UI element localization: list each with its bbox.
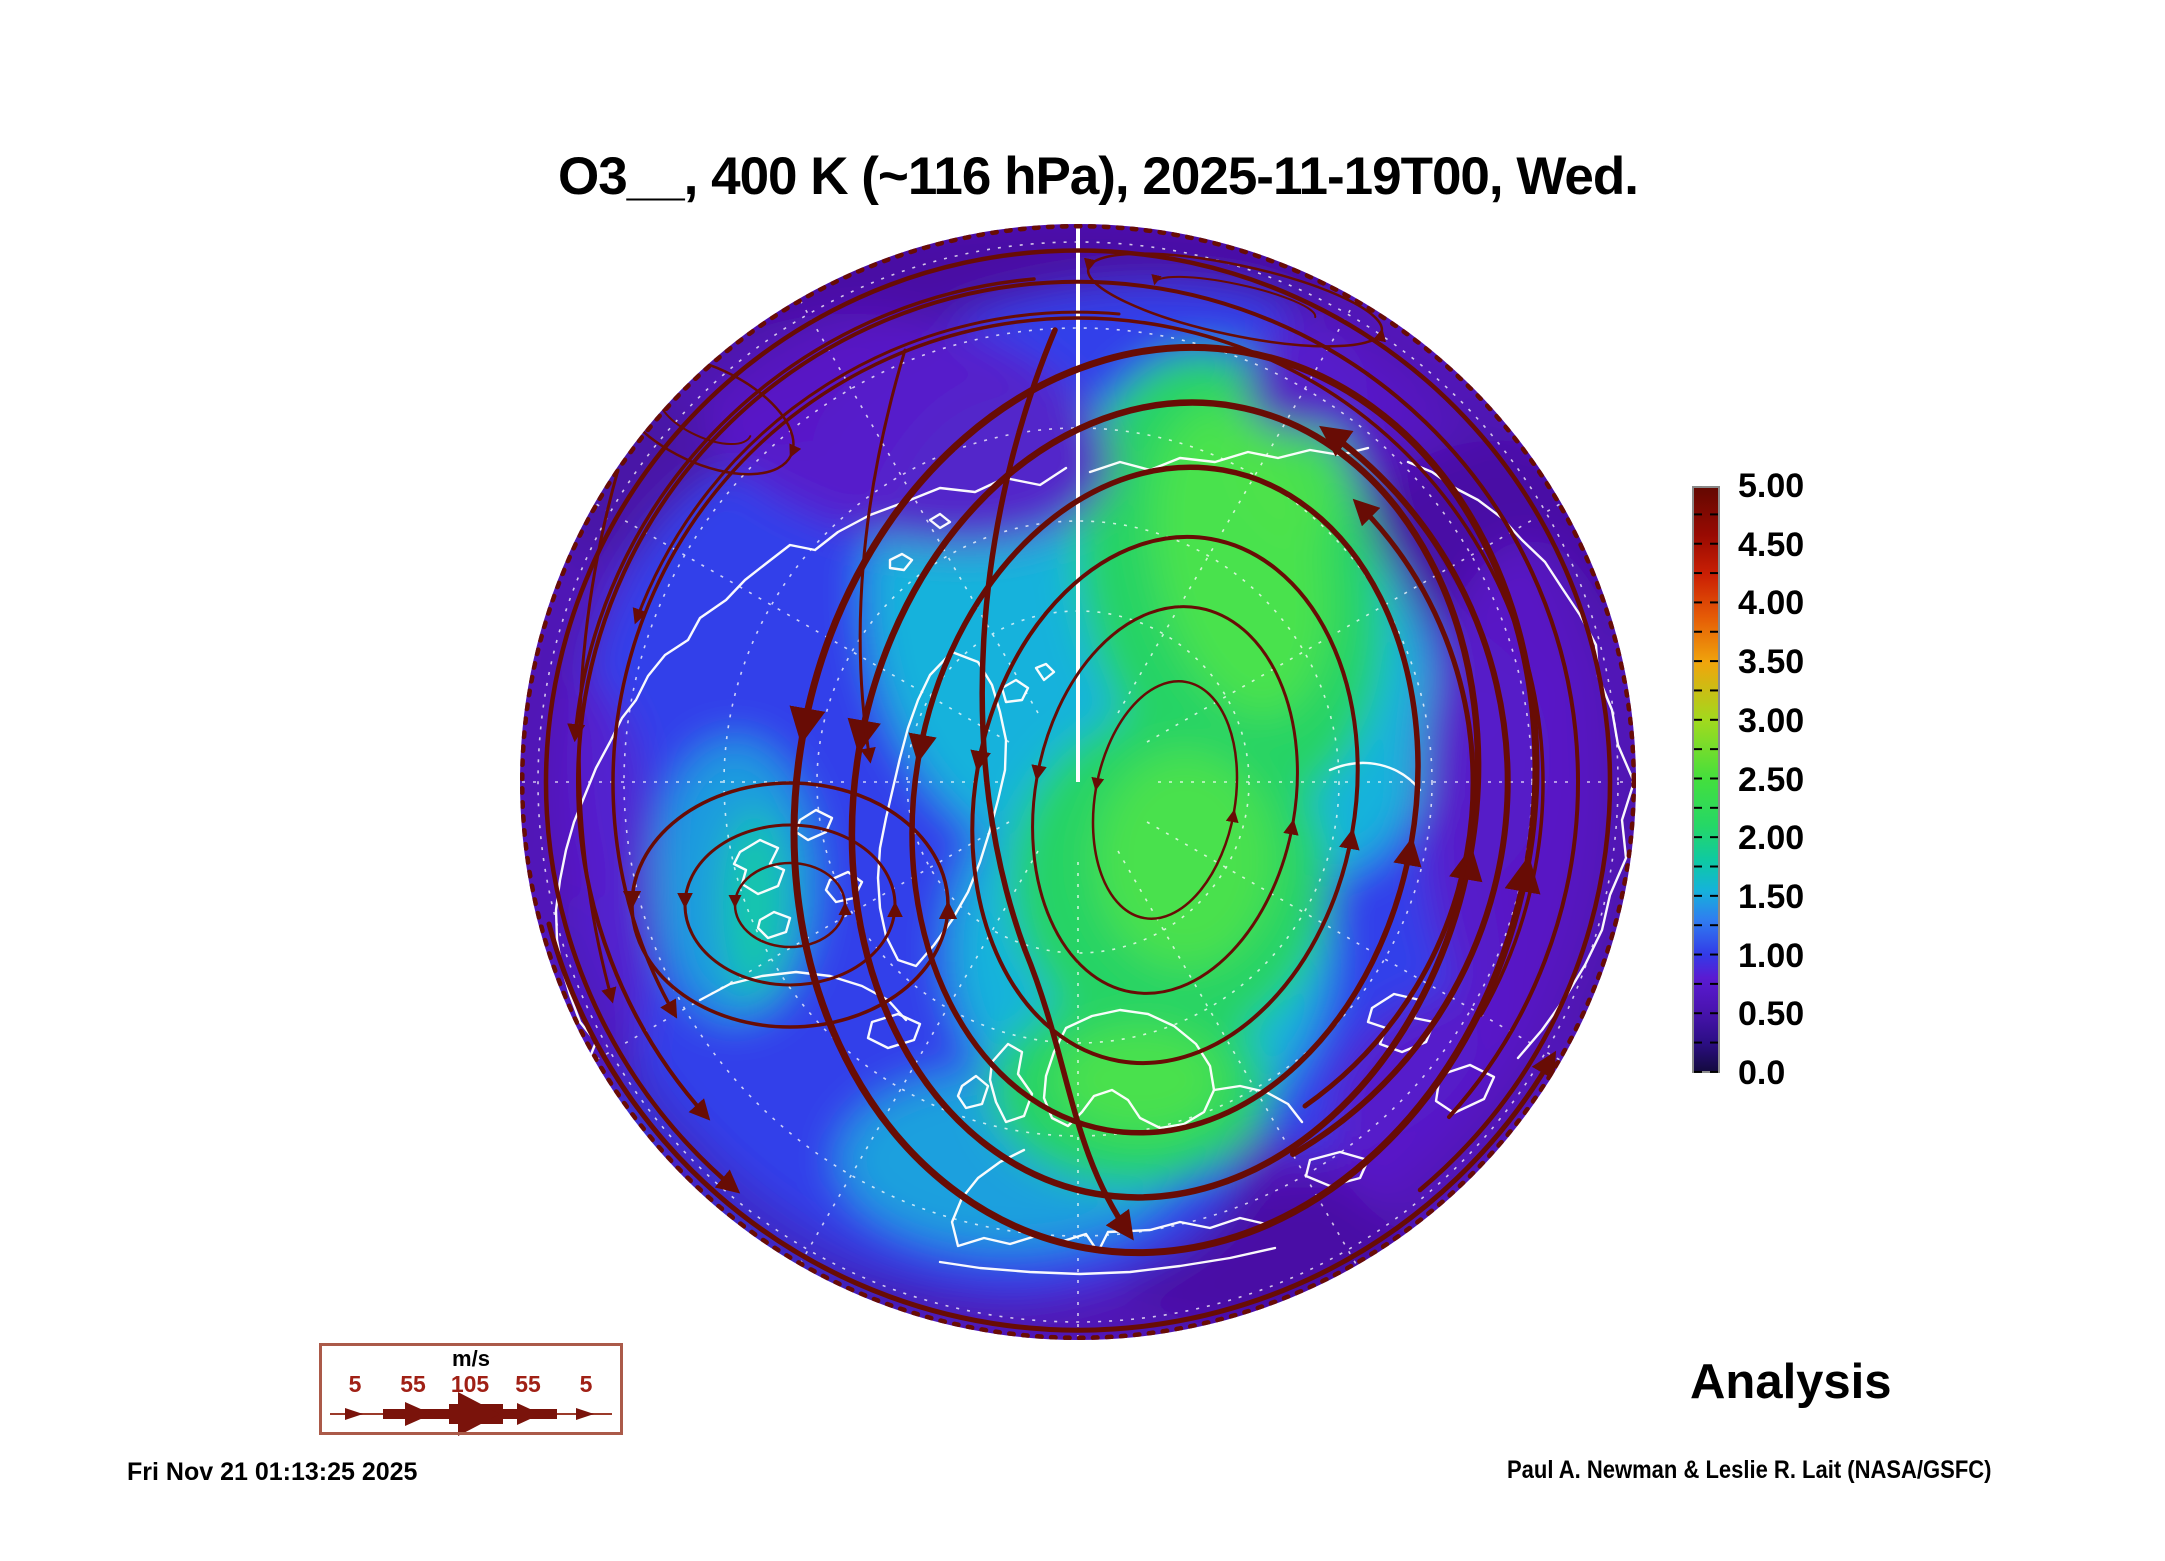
streamlines (520, 224, 1636, 1340)
globe (520, 224, 1636, 1340)
colorbar-label: 1.00 (1738, 936, 1805, 975)
page-title: O3__, 400 K (~116 hPa), 2025-11-19T00, W… (558, 147, 1639, 206)
colorbar-ticks-left (1694, 486, 1702, 1073)
wind-unit-label: m/s (452, 1346, 490, 1371)
analysis-label: Analysis (1690, 1355, 1892, 1409)
colorbar-label: 4.50 (1738, 525, 1805, 564)
wind-tick-label: 5 (348, 1371, 362, 1397)
colorbar-label: 2.50 (1738, 760, 1805, 799)
rim-streamline (520, 224, 1636, 1340)
wind-tick-label: 55 (400, 1371, 426, 1397)
wind-tick-label: 5 (579, 1371, 593, 1397)
wind-speed-legend (319, 1343, 623, 1435)
colorbar-label: 2.00 (1738, 819, 1805, 858)
colorbar-label: 0.50 (1738, 995, 1805, 1034)
wind-scale-arrow (330, 1392, 612, 1436)
wind-tick-label: 105 (450, 1371, 490, 1397)
colorbar-label: 3.50 (1738, 643, 1805, 682)
colorbar-label: 0.0 (1738, 1054, 1786, 1092)
colorbar-label: 5.00 (1738, 467, 1805, 505)
render-timestamp: Fri Nov 21 01:13:25 2025 (127, 1458, 418, 1486)
colorbar-ticks-right (1710, 486, 1718, 1073)
credit-line: Paul A. Newman & Leslie R. Lait (NASA/GS… (1507, 1456, 1992, 1484)
graticule (522, 241, 1634, 1338)
wind-tick-label: 55 (515, 1371, 541, 1397)
colorbar-label: 3.00 (1738, 701, 1805, 740)
colorbar-label: 4.00 (1738, 584, 1805, 623)
colorbar-label: 1.50 (1738, 877, 1805, 916)
